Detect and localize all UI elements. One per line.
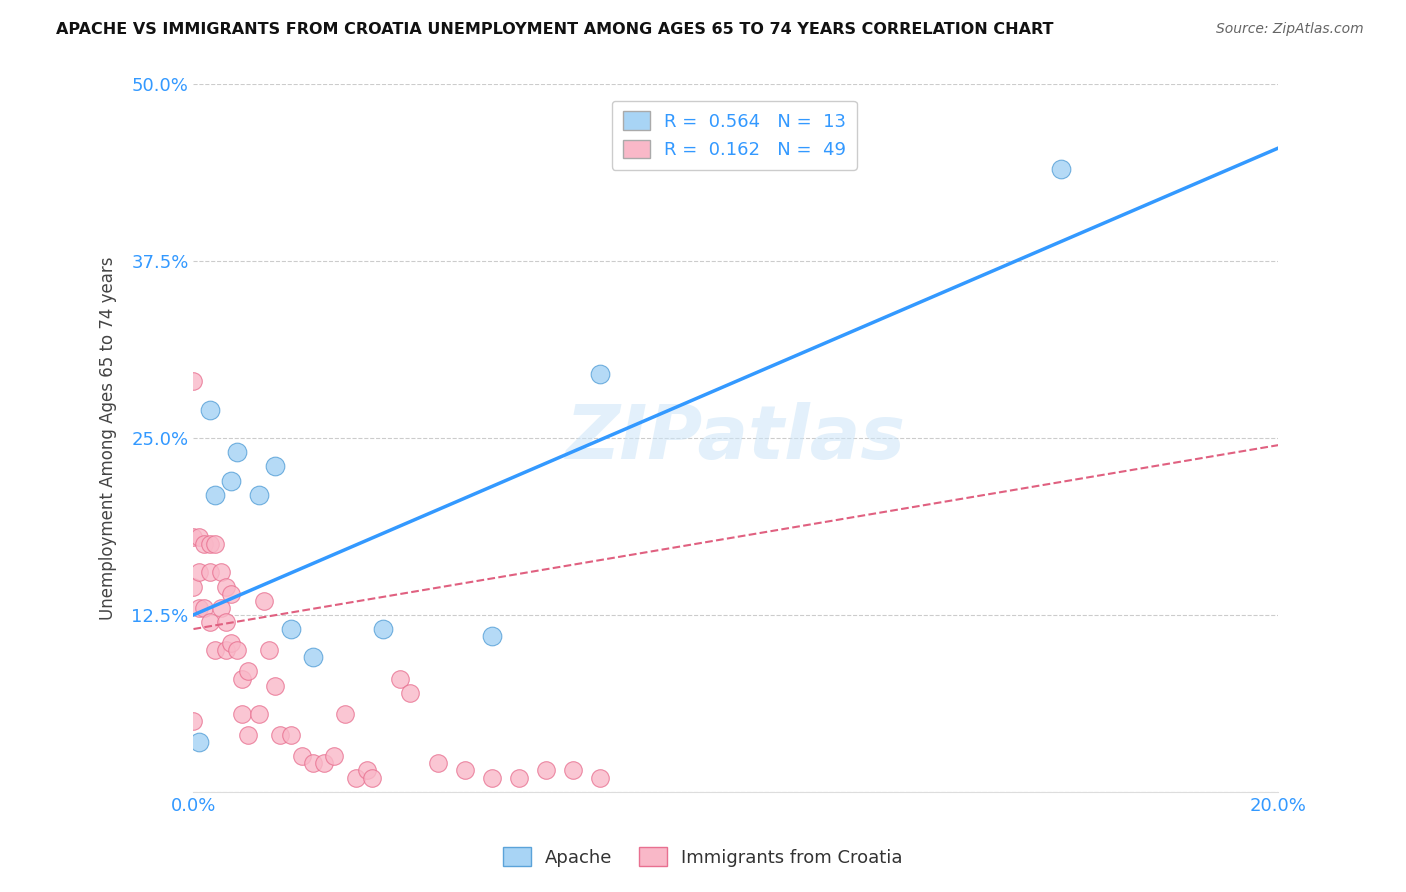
Point xyxy=(225,445,247,459)
Point xyxy=(215,615,238,629)
Point xyxy=(453,764,475,778)
Point xyxy=(221,587,243,601)
Point xyxy=(335,706,357,721)
Point xyxy=(263,679,285,693)
Point xyxy=(204,643,226,657)
Point xyxy=(1050,162,1073,177)
Point xyxy=(198,566,221,580)
Point xyxy=(187,600,209,615)
Point xyxy=(183,580,205,594)
Point xyxy=(236,728,259,742)
Point xyxy=(481,629,503,643)
Point xyxy=(263,459,285,474)
Point xyxy=(280,728,302,742)
Point xyxy=(183,714,205,728)
Text: ZIPatlas: ZIPatlas xyxy=(565,401,905,475)
Point xyxy=(204,488,226,502)
Point xyxy=(508,771,530,785)
Point xyxy=(221,636,243,650)
Point xyxy=(236,665,259,679)
Point xyxy=(291,749,314,764)
Point xyxy=(344,771,367,785)
Point xyxy=(225,643,247,657)
Point xyxy=(301,756,323,771)
Point xyxy=(231,672,253,686)
Text: APACHE VS IMMIGRANTS FROM CROATIA UNEMPLOYMENT AMONG AGES 65 TO 74 YEARS CORRELA: APACHE VS IMMIGRANTS FROM CROATIA UNEMPL… xyxy=(56,22,1053,37)
Point xyxy=(301,650,323,665)
Y-axis label: Unemployment Among Ages 65 to 74 years: Unemployment Among Ages 65 to 74 years xyxy=(100,256,117,620)
Point xyxy=(215,643,238,657)
Point xyxy=(221,474,243,488)
Point xyxy=(361,771,384,785)
Point xyxy=(187,530,209,544)
Point xyxy=(183,530,205,544)
Point xyxy=(247,488,270,502)
Point xyxy=(187,566,209,580)
Point xyxy=(187,735,209,749)
Point xyxy=(193,537,215,551)
Point xyxy=(388,672,411,686)
Point xyxy=(534,764,557,778)
Point xyxy=(198,537,221,551)
Point xyxy=(253,593,276,607)
Point xyxy=(183,375,205,389)
Point xyxy=(373,622,395,636)
Point xyxy=(231,706,253,721)
Point xyxy=(312,756,335,771)
Point xyxy=(269,728,291,742)
Point xyxy=(193,600,215,615)
Point xyxy=(204,537,226,551)
Point xyxy=(589,368,612,382)
Point xyxy=(399,686,422,700)
Point xyxy=(562,764,585,778)
Point xyxy=(280,622,302,636)
Point xyxy=(426,756,449,771)
Text: Source: ZipAtlas.com: Source: ZipAtlas.com xyxy=(1216,22,1364,37)
Point xyxy=(209,566,232,580)
Point xyxy=(481,771,503,785)
Point xyxy=(356,764,378,778)
Point xyxy=(247,706,270,721)
Point xyxy=(209,600,232,615)
Point xyxy=(198,402,221,417)
Legend: R =  0.564   N =  13, R =  0.162   N =  49: R = 0.564 N = 13, R = 0.162 N = 49 xyxy=(612,101,858,170)
Point xyxy=(323,749,346,764)
Point xyxy=(215,580,238,594)
Point xyxy=(589,771,612,785)
Legend: Apache, Immigrants from Croatia: Apache, Immigrants from Croatia xyxy=(496,840,910,874)
Point xyxy=(198,615,221,629)
Point xyxy=(259,643,281,657)
